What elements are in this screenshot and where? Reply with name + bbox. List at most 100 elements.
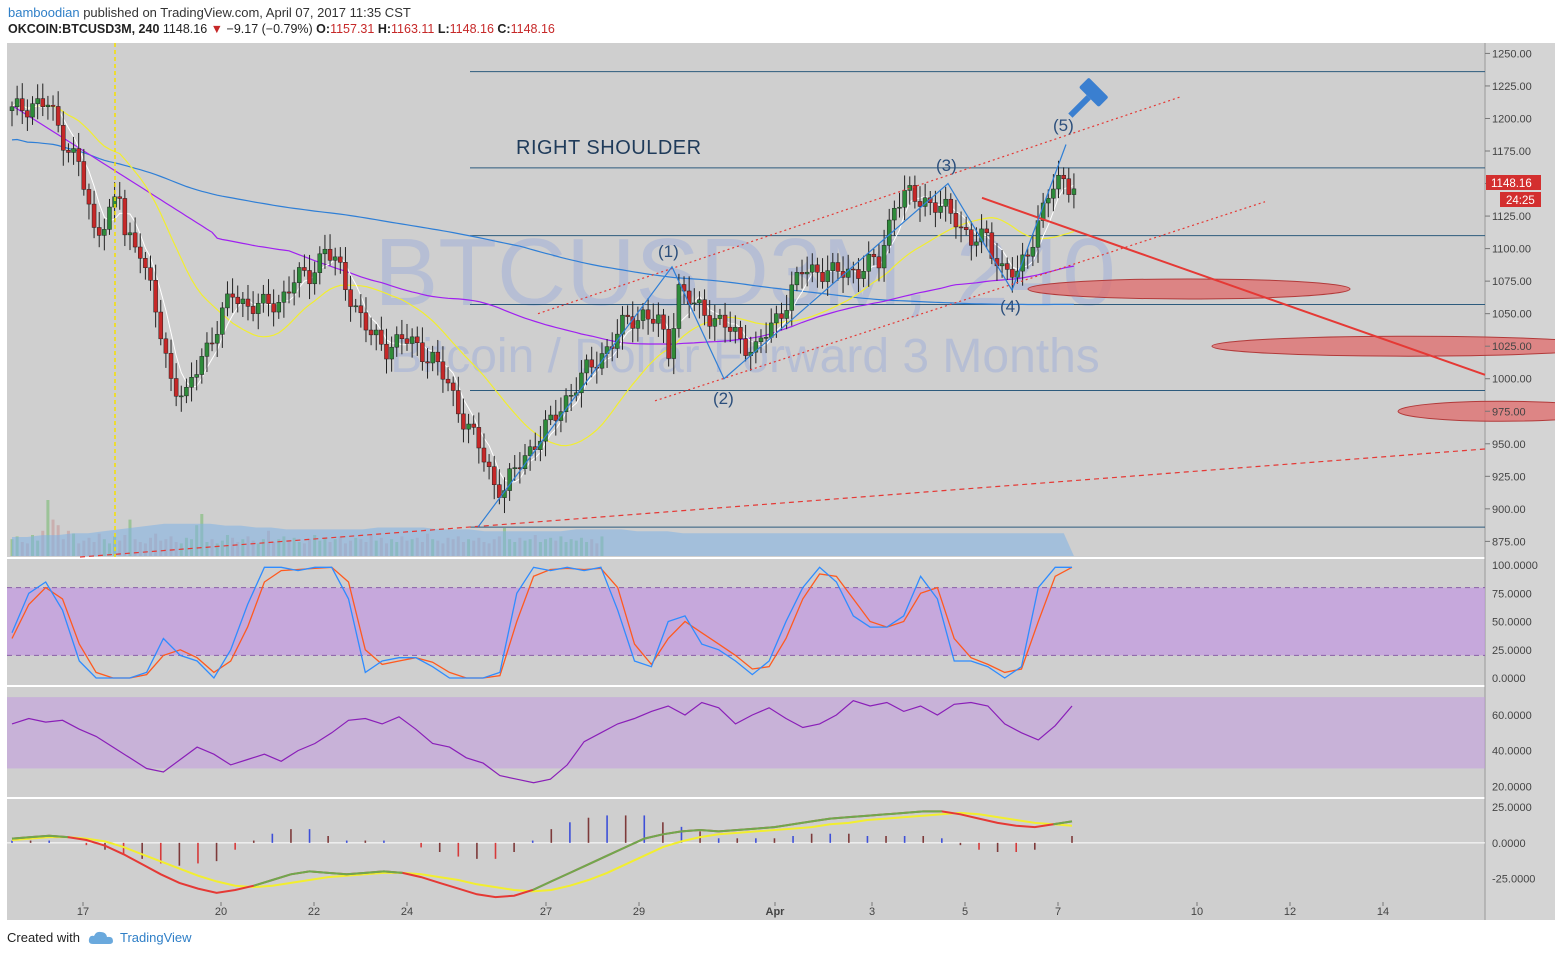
candle-down xyxy=(168,353,174,379)
candle-up xyxy=(563,395,569,412)
time-tick-label: 24 xyxy=(401,906,413,918)
candle-down xyxy=(379,329,384,345)
candle-up xyxy=(204,342,210,357)
candle-down xyxy=(871,253,877,258)
candle-down xyxy=(953,213,959,228)
time-axis: 17 20 22 24 27 29 Apr 3 5 7 10 12 14 xyxy=(77,902,1389,918)
candle-up xyxy=(830,262,836,271)
ma-white-line xyxy=(11,102,1075,483)
candle-up xyxy=(640,309,646,321)
created-with-text: Created with xyxy=(7,930,80,945)
gavel-icon xyxy=(1068,78,1108,118)
tradingview-brand-link[interactable]: TradingView xyxy=(119,930,192,945)
candle-down xyxy=(343,262,348,290)
moving-averages xyxy=(11,101,1075,483)
rsi-tick-label: 60.0000 xyxy=(1492,710,1532,722)
candle-up xyxy=(784,310,789,319)
candle-up xyxy=(810,264,815,273)
candle-up xyxy=(568,395,574,397)
volume-bars xyxy=(10,500,1074,556)
candle-up xyxy=(902,190,907,208)
candle-down xyxy=(435,351,441,363)
chart-canvas[interactable]: BTCUSD3M, 240 Bitcoin / Dollar Forward 3… xyxy=(0,40,1555,925)
price-tick-label: 1075.00 xyxy=(1492,276,1532,288)
published-text: published on TradingView.com, April 07, … xyxy=(83,5,411,20)
candle-up xyxy=(71,148,76,153)
candle-down xyxy=(399,334,405,340)
candle-down xyxy=(820,272,825,282)
candle-up xyxy=(548,414,553,421)
fib-cloud xyxy=(1027,278,1351,300)
candle-down xyxy=(404,338,410,344)
candle-down xyxy=(481,447,487,463)
time-tick-label: 27 xyxy=(540,906,552,918)
time-tick-label: 17 xyxy=(77,906,89,918)
close-label: C: xyxy=(497,22,511,36)
candle-up xyxy=(332,256,338,261)
candle-down xyxy=(651,318,656,324)
candle-up xyxy=(184,387,189,397)
elliott-wave-path xyxy=(477,144,1067,528)
candle-down xyxy=(143,258,148,268)
candle-up xyxy=(866,253,871,272)
candle-down xyxy=(61,125,66,151)
candle-down xyxy=(158,311,164,340)
wave-2-label: (2) xyxy=(713,389,734,408)
candle-up xyxy=(717,314,723,319)
candle-down xyxy=(491,466,497,485)
candle-down xyxy=(86,189,92,205)
stoch-tick-label: 100.0000 xyxy=(1492,560,1538,572)
open-label: O: xyxy=(316,22,331,36)
candle-down xyxy=(815,264,820,273)
candle-down xyxy=(707,315,712,327)
last-price-badge-bg xyxy=(1486,175,1541,190)
candle-down xyxy=(445,378,451,384)
candle-down xyxy=(589,359,594,368)
candle-down xyxy=(271,303,276,313)
candle-down xyxy=(835,262,841,272)
candle-up xyxy=(692,302,697,305)
time-tick-label: 20 xyxy=(215,906,227,918)
fib-clouds xyxy=(1027,278,1555,422)
candle-down xyxy=(933,202,938,213)
candle-up xyxy=(999,263,1005,267)
candle-down xyxy=(425,361,430,364)
candle-down xyxy=(148,267,153,281)
macd-tick-label: 0.0000 xyxy=(1492,838,1526,850)
candle-down xyxy=(851,268,856,271)
stoch-tick-label: 25.0000 xyxy=(1492,645,1532,657)
candle-down xyxy=(20,98,25,111)
rsi-line xyxy=(11,700,1073,784)
candle-up xyxy=(322,248,328,255)
stoch-band xyxy=(7,587,1485,656)
candle-up xyxy=(255,302,261,314)
price-tick-label: 1250.00 xyxy=(1492,48,1532,60)
candle-down xyxy=(348,289,353,307)
price-tick-label: 1125.00 xyxy=(1492,211,1531,223)
author-link[interactable]: bamboodian xyxy=(8,5,80,20)
candle-down xyxy=(461,413,466,430)
candle-down xyxy=(917,201,923,207)
macd-signal-line xyxy=(11,811,1073,893)
time-tick-label: 14 xyxy=(1377,906,1389,918)
time-tick-label: 5 xyxy=(962,906,968,918)
candle-down xyxy=(230,293,235,298)
candle-up xyxy=(615,333,620,349)
time-tick-label: 10 xyxy=(1191,906,1203,918)
candle-up xyxy=(276,302,282,313)
candle-down xyxy=(91,203,97,228)
price-tick-label: 950.00 xyxy=(1492,439,1526,451)
horizontal-levels xyxy=(470,71,1485,528)
rsi-band xyxy=(7,697,1485,769)
candle-up xyxy=(512,467,517,470)
candle-down xyxy=(486,461,492,467)
candle-down xyxy=(738,327,743,339)
drawings xyxy=(79,95,1486,558)
right-shoulder-label: RIGHT SHOULDER xyxy=(516,137,702,159)
wave-5-label: (5) xyxy=(1053,116,1074,135)
candle-up xyxy=(697,299,702,304)
time-tick-label: 7 xyxy=(1055,906,1061,918)
candle-down xyxy=(40,98,46,108)
change-arrow: ▼ xyxy=(210,22,224,36)
candle-up xyxy=(102,229,107,236)
